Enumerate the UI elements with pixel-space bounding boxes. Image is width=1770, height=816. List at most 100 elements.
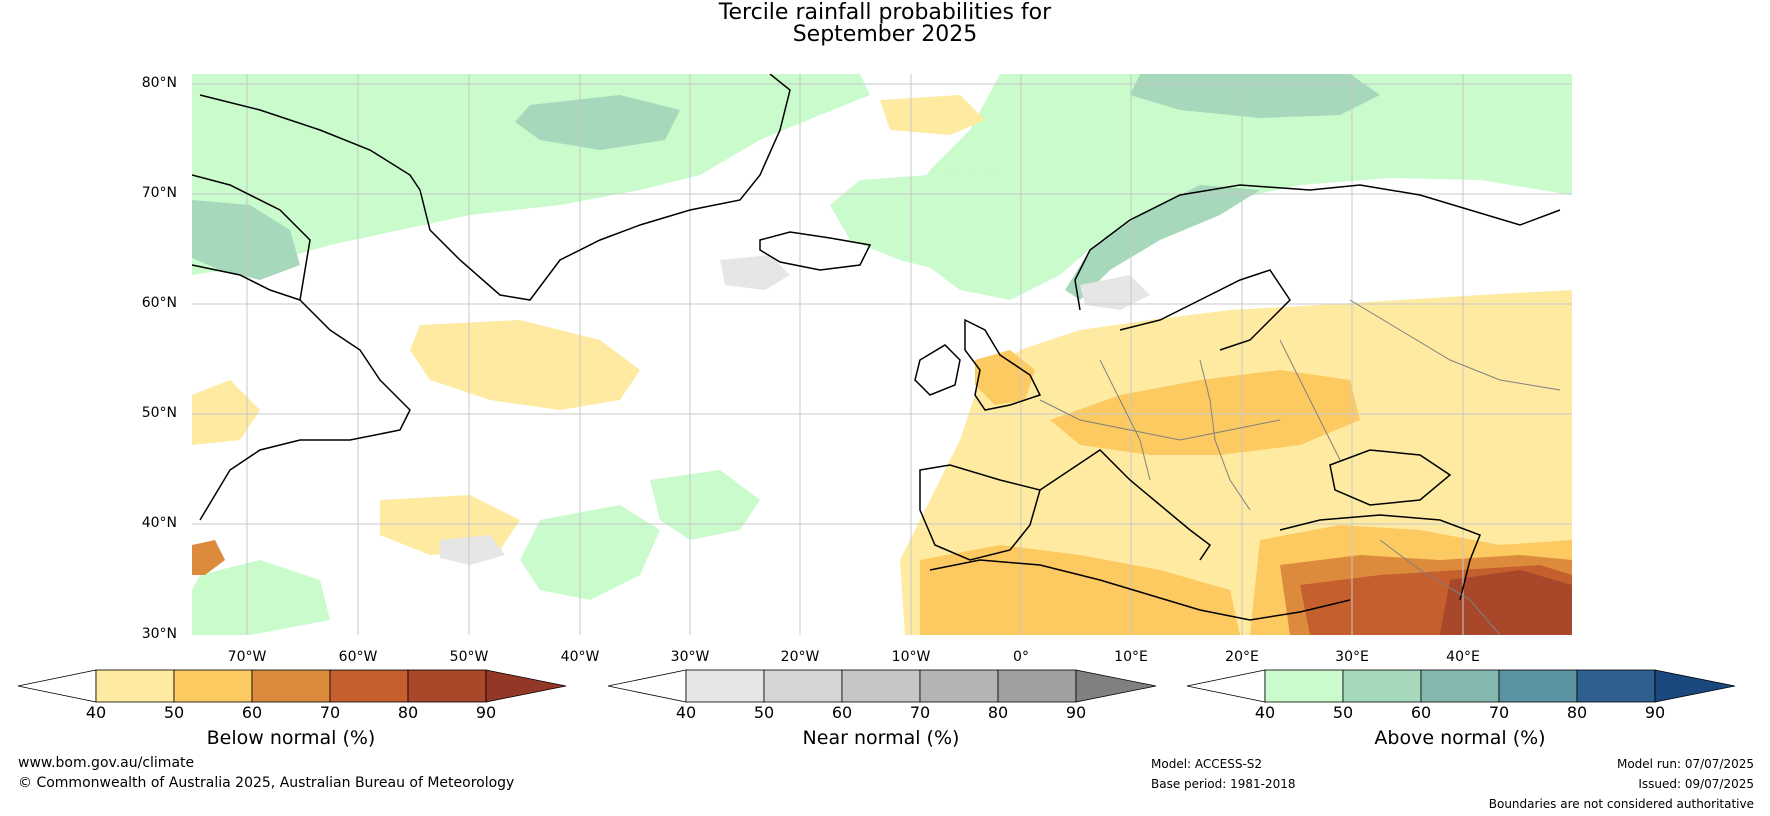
footer-model-run: Model run: 07/07/2025 bbox=[1616, 757, 1754, 771]
colorbar-below-extend-low bbox=[17, 669, 97, 703]
graticule bbox=[192, 74, 1572, 635]
colorbar-below-tick-80: 80 bbox=[397, 703, 419, 722]
colorbar-above-tick-90: 90 bbox=[1644, 703, 1666, 722]
above-normal-region-arctic-east bbox=[900, 74, 1572, 300]
colorbar-below-normal bbox=[17, 669, 567, 703]
colorbar-above-bin-60-70 bbox=[1420, 669, 1500, 703]
colorbar-below-bin-80-90 bbox=[407, 669, 487, 703]
footer-model: Model: ACCESS-S2 bbox=[1151, 757, 1263, 771]
colorbar-near-extend-low bbox=[607, 669, 687, 703]
lat-label-30n: 30°N bbox=[141, 626, 177, 642]
lon-label-60w: 60°W bbox=[338, 649, 378, 665]
lat-label-70n: 70°N bbox=[141, 185, 177, 201]
near-normal-region-midatlantic bbox=[440, 535, 505, 565]
colorbar-near-tick-70: 70 bbox=[909, 703, 931, 722]
coast-france-italy bbox=[1039, 449, 1212, 561]
colorbar-above-tick-60: 60 bbox=[1410, 703, 1432, 722]
lon-label-70w: 70°W bbox=[227, 649, 267, 665]
coast-scandinavia bbox=[1074, 184, 1561, 311]
colorbar-near-tick-60: 60 bbox=[831, 703, 853, 722]
footer-issued: Issued: 09/07/2025 bbox=[1638, 777, 1754, 791]
coast-canada bbox=[192, 174, 411, 521]
coast-ireland bbox=[914, 344, 961, 396]
above-normal-region-midatlantic bbox=[520, 505, 660, 600]
near-normal-region-scandinavia bbox=[1080, 275, 1150, 310]
lon-label-50w: 50°W bbox=[449, 649, 489, 665]
coast-uk bbox=[964, 318, 1042, 411]
footer-website-link[interactable]: www.bom.gov.au/climate bbox=[18, 755, 195, 771]
coast-iceland bbox=[759, 231, 872, 271]
coast-canada-labrador bbox=[192, 264, 301, 301]
above-normal-region-north-atlantic-band bbox=[830, 170, 1040, 275]
colorbar-near-title: Near normal (%) bbox=[802, 727, 960, 749]
colorbar-above-tick-80: 80 bbox=[1566, 703, 1588, 722]
lon-label-30w: 30°W bbox=[670, 649, 710, 665]
coast-iberia bbox=[919, 464, 1041, 561]
below-normal-region-iceland bbox=[880, 95, 985, 135]
colorbar-near-extend-high bbox=[1075, 669, 1157, 703]
lat-label-50n: 50°N bbox=[141, 405, 177, 421]
colorbar-near-bin-60-70 bbox=[841, 669, 921, 703]
lon-label-40w: 40°W bbox=[560, 649, 600, 665]
colorbar-near-bin-80-90 bbox=[997, 669, 1077, 703]
colorbar-below-bin-40-50 bbox=[95, 669, 175, 703]
colorbar-below-tick-90: 90 bbox=[475, 703, 497, 722]
colorbar-above-tick-70: 70 bbox=[1488, 703, 1510, 722]
lat-label-80n: 80°N bbox=[141, 75, 177, 91]
colorbar-above-title: Above normal (%) bbox=[1374, 727, 1546, 749]
colorbar-below-tick-70: 70 bbox=[319, 703, 341, 722]
colorbar-below-bin-70-80 bbox=[329, 669, 409, 703]
colorbar-near-tick-90: 90 bbox=[1065, 703, 1087, 722]
colorbar-above-extend-low bbox=[1186, 669, 1266, 703]
footer-base-period: Base period: 1981-2018 bbox=[1151, 777, 1296, 791]
colorbar-above-tick-50: 50 bbox=[1332, 703, 1354, 722]
map-title-line1: Tercile rainfall probabilities for bbox=[718, 0, 1052, 25]
above-normal-60-norway bbox=[1065, 185, 1260, 300]
coast-baltic bbox=[1119, 269, 1291, 351]
below-normal-region-west-atlantic bbox=[192, 380, 260, 445]
country-borders bbox=[1039, 299, 1561, 635]
footer-copyright: © Commonwealth of Australia 2025, Austra… bbox=[18, 775, 515, 791]
colorbar-near-tick-80: 80 bbox=[987, 703, 1009, 722]
colorbar-below-tick-40: 40 bbox=[85, 703, 107, 722]
coast-black-sea bbox=[1329, 449, 1452, 506]
below-normal-60-uk bbox=[975, 350, 1035, 405]
below-normal-90-middle-east bbox=[1440, 570, 1572, 635]
colorbar-near-tick-40: 40 bbox=[675, 703, 697, 722]
lon-label-10e: 10°E bbox=[1114, 649, 1148, 665]
colorbar-near-bin-50-60 bbox=[763, 669, 843, 703]
below-normal-60-north-africa bbox=[920, 545, 1240, 635]
lon-label-20e: 20°E bbox=[1225, 649, 1259, 665]
above-normal-60-canada bbox=[192, 200, 300, 280]
colorbar-above-bin-40-50 bbox=[1264, 669, 1344, 703]
coast-greenland-east bbox=[199, 94, 421, 191]
footer-disclaimer: Boundaries are not considered authoritat… bbox=[1488, 797, 1754, 811]
lon-label-30e: 30°E bbox=[1335, 649, 1369, 665]
colorbar-near-normal bbox=[607, 669, 1157, 703]
colorbar-above-bin-70-80 bbox=[1498, 669, 1578, 703]
colorbar-above-normal bbox=[1186, 669, 1736, 703]
coast-turkey-levant bbox=[1279, 514, 1481, 601]
lon-label-0: 0° bbox=[1013, 649, 1029, 665]
above-normal-region-north-atlantic bbox=[192, 74, 870, 275]
above-normal-60-svalbard bbox=[1130, 74, 1380, 118]
map-field bbox=[192, 74, 1572, 635]
colorbar-near-bin-40-50 bbox=[685, 669, 765, 703]
lon-label-10w: 10°W bbox=[891, 649, 931, 665]
colorbar-below-tick-60: 60 bbox=[241, 703, 263, 722]
coastlines bbox=[192, 74, 1561, 621]
colorbar-below-title: Below normal (%) bbox=[206, 727, 376, 749]
lon-label-20w: 20°W bbox=[780, 649, 820, 665]
colorbar-above-bin-80-90 bbox=[1576, 669, 1656, 703]
below-normal-region-atlantic bbox=[410, 320, 640, 410]
colorbar-near-bin-70-80 bbox=[919, 669, 999, 703]
above-normal-60-greenland-sea bbox=[515, 95, 680, 150]
lat-label-40n: 40°N bbox=[141, 515, 177, 531]
colorbar-above-bin-50-60 bbox=[1342, 669, 1422, 703]
lat-label-60n: 60°N bbox=[141, 295, 177, 311]
colorbar-above-extend-high bbox=[1654, 669, 1736, 703]
map-title-line2: September 2025 bbox=[792, 22, 978, 47]
coast-north-africa bbox=[929, 559, 1351, 621]
below-normal-70-southwest bbox=[192, 540, 225, 575]
